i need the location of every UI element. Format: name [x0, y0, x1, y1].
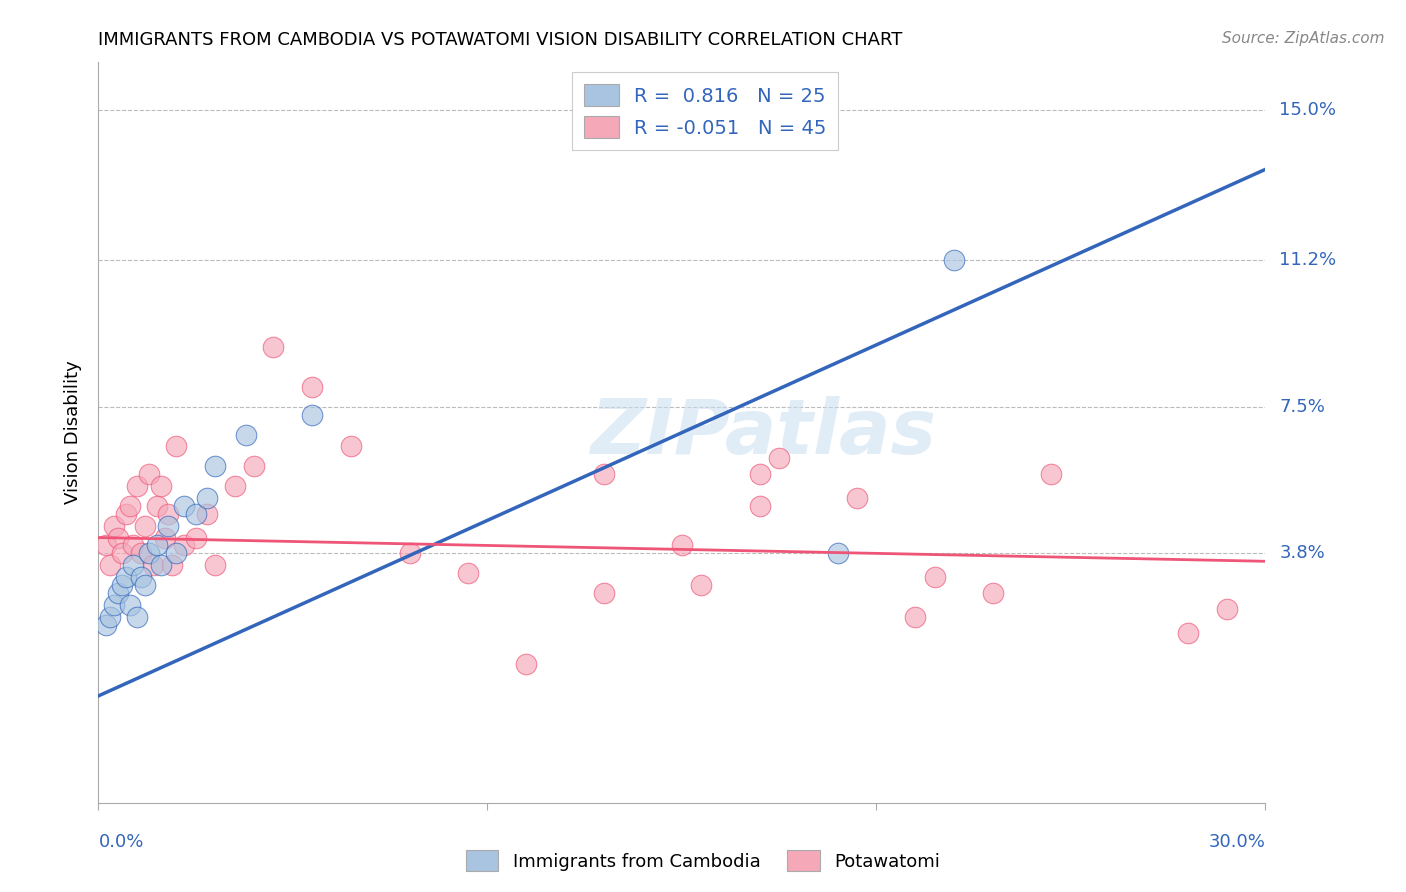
- Point: [114, 507, 136, 521]
- Point: [846, 491, 869, 505]
- Point: [204, 558, 226, 573]
- Point: [111, 578, 134, 592]
- Point: [1040, 467, 1063, 482]
- Point: [103, 518, 125, 533]
- Point: [134, 578, 156, 592]
- Point: [593, 586, 616, 600]
- Point: [1215, 602, 1237, 616]
- Point: [142, 558, 165, 573]
- Point: [146, 499, 169, 513]
- Point: [149, 479, 172, 493]
- Point: [301, 408, 323, 422]
- Point: [138, 467, 160, 482]
- Point: [129, 570, 152, 584]
- Text: ZIPatlas: ZIPatlas: [591, 396, 936, 469]
- Point: [301, 380, 323, 394]
- Point: [153, 531, 176, 545]
- Point: [195, 491, 218, 505]
- Point: [184, 531, 207, 545]
- Point: [340, 440, 363, 454]
- Point: [127, 479, 149, 493]
- Point: [768, 451, 790, 466]
- Point: [165, 440, 187, 454]
- Text: IMMIGRANTS FROM CAMBODIA VS POTAWATOMI VISION DISABILITY CORRELATION CHART: IMMIGRANTS FROM CAMBODIA VS POTAWATOMI V…: [98, 31, 903, 49]
- Point: [224, 479, 246, 493]
- Point: [114, 570, 136, 584]
- Point: [118, 598, 141, 612]
- Point: [671, 538, 693, 552]
- Point: [748, 467, 770, 482]
- Point: [904, 609, 927, 624]
- Text: 30.0%: 30.0%: [1209, 833, 1265, 851]
- Point: [127, 609, 149, 624]
- Legend: Immigrants from Cambodia, Potawatomi: Immigrants from Cambodia, Potawatomi: [458, 843, 948, 879]
- Point: [690, 578, 713, 592]
- Point: [96, 617, 118, 632]
- Point: [98, 558, 121, 573]
- Point: [235, 427, 257, 442]
- Point: [98, 609, 121, 624]
- Point: [149, 558, 172, 573]
- Y-axis label: Vision Disability: Vision Disability: [65, 360, 83, 505]
- Point: [1177, 625, 1199, 640]
- Text: 11.2%: 11.2%: [1279, 252, 1337, 269]
- Point: [129, 546, 152, 560]
- Point: [204, 459, 226, 474]
- Point: [262, 341, 284, 355]
- Point: [924, 570, 946, 584]
- Point: [118, 499, 141, 513]
- Point: [173, 499, 195, 513]
- Point: [122, 558, 145, 573]
- Text: 7.5%: 7.5%: [1279, 398, 1326, 416]
- Point: [243, 459, 266, 474]
- Point: [107, 531, 129, 545]
- Point: [748, 499, 770, 513]
- Point: [173, 538, 195, 552]
- Point: [107, 586, 129, 600]
- Text: 15.0%: 15.0%: [1279, 101, 1336, 119]
- Text: 0.0%: 0.0%: [98, 833, 143, 851]
- Point: [515, 657, 537, 672]
- Point: [162, 558, 184, 573]
- Point: [111, 546, 134, 560]
- Point: [157, 518, 180, 533]
- Legend: R =  0.816   N = 25, R = -0.051   N = 45: R = 0.816 N = 25, R = -0.051 N = 45: [572, 72, 838, 150]
- Point: [134, 518, 156, 533]
- Point: [122, 538, 145, 552]
- Point: [146, 538, 169, 552]
- Point: [184, 507, 207, 521]
- Point: [981, 586, 1004, 600]
- Point: [593, 467, 616, 482]
- Text: Source: ZipAtlas.com: Source: ZipAtlas.com: [1222, 31, 1385, 46]
- Point: [103, 598, 125, 612]
- Point: [165, 546, 187, 560]
- Point: [195, 507, 218, 521]
- Point: [827, 546, 849, 560]
- Point: [157, 507, 180, 521]
- Point: [138, 546, 160, 560]
- Point: [398, 546, 420, 560]
- Text: 3.8%: 3.8%: [1279, 544, 1324, 562]
- Point: [943, 253, 966, 268]
- Point: [748, 122, 770, 136]
- Point: [96, 538, 118, 552]
- Point: [457, 566, 479, 581]
